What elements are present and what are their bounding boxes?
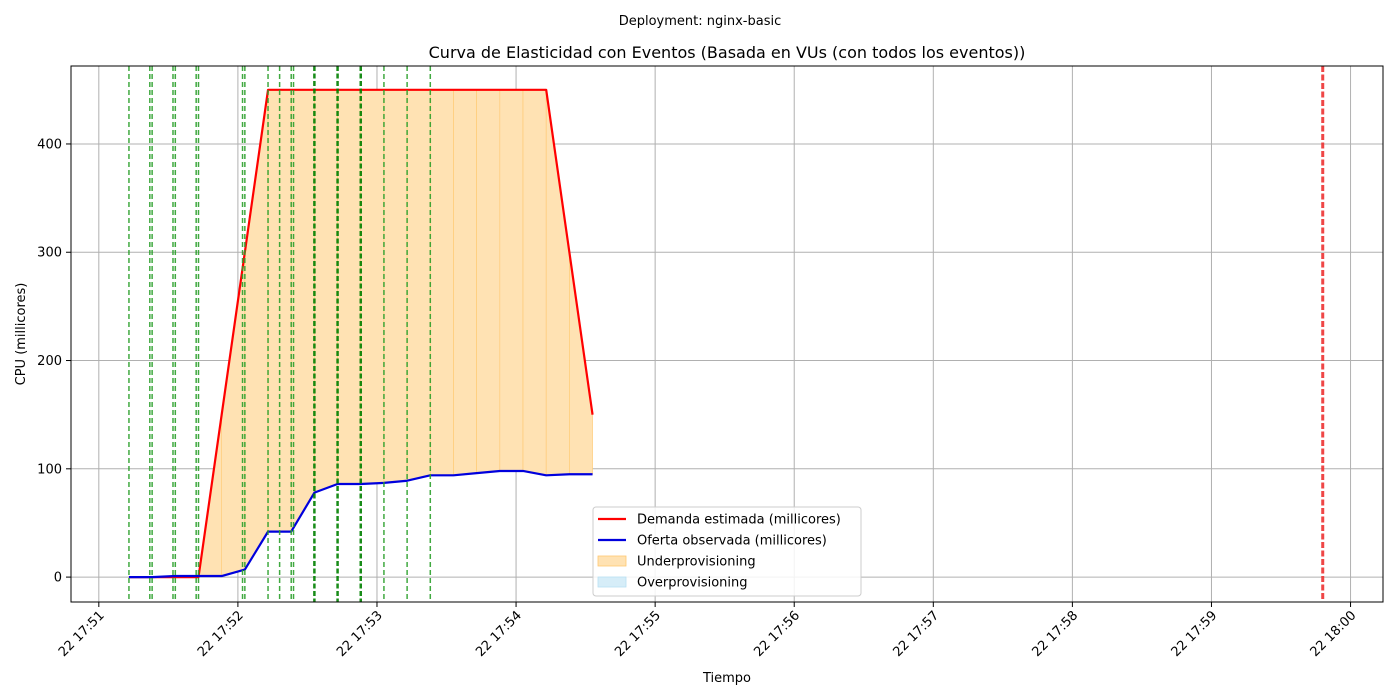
chart-title: Curva de Elasticidad con Eventos (Basada… — [429, 43, 1026, 62]
underprovisioning-area — [522, 89, 547, 476]
legend-label: Overprovisioning — [637, 576, 748, 591]
underprovisioning-area — [383, 89, 408, 484]
underprovisioning-area — [499, 89, 524, 472]
provisioning-areas — [152, 89, 593, 578]
supply-line — [128, 469, 593, 579]
legend-box — [592, 506, 862, 597]
y-tick-label: 0 — [54, 571, 62, 586]
event-lines — [128, 66, 1325, 602]
underprovisioning-area — [314, 89, 338, 494]
y-axis-ticks: 0 100 200 300 400 — [37, 137, 71, 586]
y-tick-label: 400 — [37, 137, 62, 152]
y-tick-label: 200 — [37, 354, 62, 369]
x-axis-label: Tiempo — [702, 671, 751, 686]
underprovisioning-area — [337, 89, 362, 485]
underprovisioning-area — [476, 89, 501, 474]
underprovisioning-area — [429, 89, 454, 476]
legend: Demanda estimada (millicores) Oferta obse… — [592, 506, 862, 597]
y-tick-label: 300 — [37, 246, 62, 261]
underprovisioning-area — [360, 89, 385, 485]
chart-suptitle: Deployment: nginx-basic — [619, 14, 782, 29]
legend-label: Underprovisioning — [637, 555, 756, 570]
underprovisioning-area — [290, 89, 315, 533]
y-axis-label: CPU (millicores) — [14, 283, 29, 386]
legend-label: Oferta observada (millicores) — [637, 534, 827, 549]
legend-swatch — [597, 555, 627, 567]
underprovisioning-area — [453, 89, 477, 476]
legend-label: Demanda estimada (millicores) — [637, 513, 841, 528]
y-tick-label: 100 — [37, 462, 62, 477]
underprovisioning-area — [406, 89, 431, 482]
plot-frame — [70, 65, 1384, 603]
legend-swatch — [597, 576, 627, 588]
